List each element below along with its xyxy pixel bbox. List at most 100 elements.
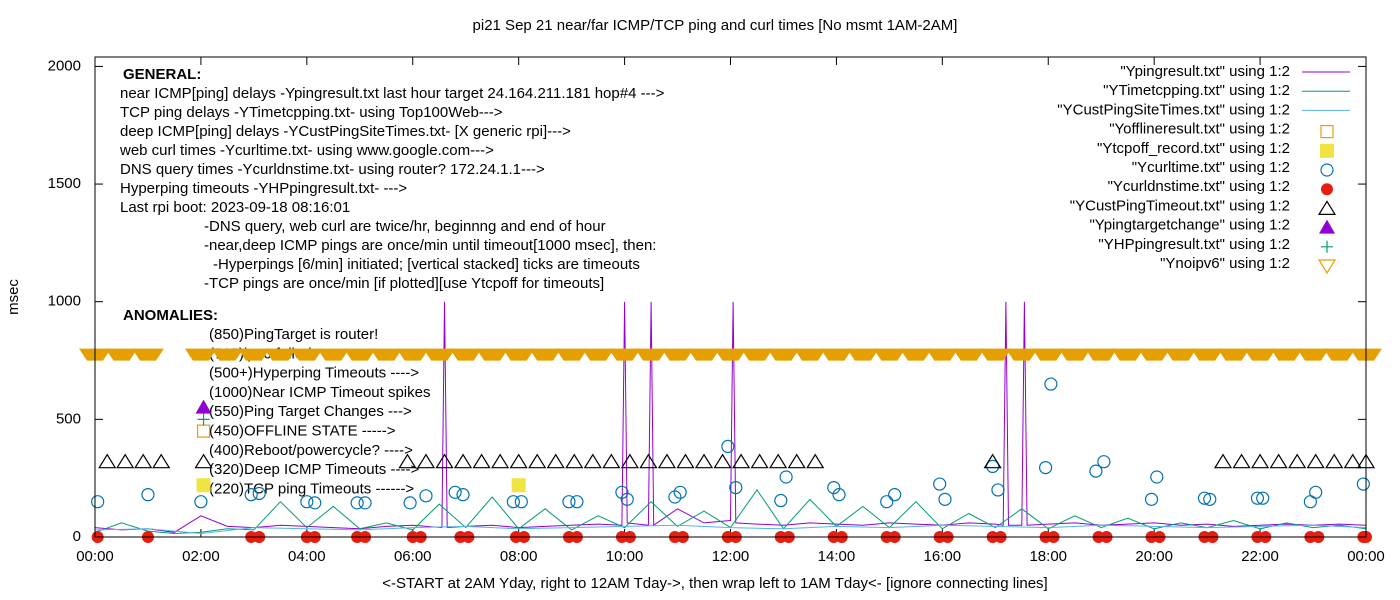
circle-marker xyxy=(620,492,634,506)
circle-marker xyxy=(1309,485,1323,499)
triangle-down-marker xyxy=(1005,348,1038,361)
general-note: near ICMP[ping] delays -Ypingresult.txt … xyxy=(120,85,665,102)
anomaly-note: (320)Deep ICMP Timeouts ----> xyxy=(209,461,419,478)
triangle-down-marker xyxy=(846,348,879,361)
circle-marker xyxy=(832,488,846,502)
x-tick-label: 00:00 xyxy=(1347,548,1385,565)
circle-marker xyxy=(562,495,576,509)
triangle-marker xyxy=(472,453,491,469)
general-note: web curl times -Ycurltime.txt- using www… xyxy=(119,142,494,159)
circle-marker xyxy=(933,477,947,491)
circle-marker xyxy=(779,470,793,484)
general-note: Hyperping timeouts -YHPpingresult.txt- -… xyxy=(120,180,407,197)
triangle-marker xyxy=(435,453,454,469)
triangle-down-marker xyxy=(1297,348,1330,361)
circle-marker xyxy=(403,496,417,510)
circle-marker xyxy=(1044,377,1058,391)
triangle-down-marker xyxy=(582,348,615,361)
triangle-down-marker xyxy=(449,348,482,361)
dot-marker xyxy=(1321,183,1333,196)
y-tick-label: 500 xyxy=(56,410,81,427)
triangle-marker xyxy=(98,453,117,469)
legend-label: "Ycurldnstime.txt" using 1:2 xyxy=(1108,178,1290,195)
circle-marker xyxy=(506,495,520,509)
y-tick-label: 0 xyxy=(73,528,81,545)
triangle-down-marker xyxy=(661,348,694,361)
triangle-marker xyxy=(528,453,547,469)
circle-marker xyxy=(1356,477,1370,491)
legend-label: "Ypingresult.txt" using 1:2 xyxy=(1120,63,1290,80)
legend-label: "YCustPingSiteTimes.txt" using 1:2 xyxy=(1057,101,1290,118)
circle-marker xyxy=(880,495,894,509)
triangle-marker xyxy=(491,453,510,469)
circle-marker xyxy=(244,488,258,502)
triangle-down-marker xyxy=(1058,348,1091,361)
triangle-marker xyxy=(194,453,213,469)
triangle-marker xyxy=(1232,453,1251,469)
triangle-marker xyxy=(657,453,677,469)
x-tick-label: 08:00 xyxy=(500,548,538,565)
triangle-marker xyxy=(398,453,417,469)
circle-marker xyxy=(141,488,155,502)
circle-marker xyxy=(1039,460,1053,475)
general-note: GENERAL: xyxy=(123,66,201,83)
general-note: -DNS query, web curl are twice/hr, begin… xyxy=(204,218,606,235)
x-tick-label: 16:00 xyxy=(924,548,962,565)
circle-marker xyxy=(570,495,584,509)
triangle-marker xyxy=(453,453,473,469)
triangle-marker xyxy=(639,453,658,469)
triangle-marker xyxy=(983,453,1002,469)
triangle-down-marker xyxy=(820,348,853,361)
circle-marker xyxy=(252,486,266,501)
triangle-down-marker xyxy=(767,348,800,361)
triangle-down-marker xyxy=(423,348,456,361)
triangle-down-marker xyxy=(740,348,773,361)
triangle-down-marker xyxy=(396,348,429,361)
triangle-down-marker xyxy=(264,348,297,361)
triangle-marker xyxy=(787,453,806,469)
triangle-marker xyxy=(1325,453,1344,469)
circle-marker xyxy=(419,489,433,503)
triangle-down-marker xyxy=(1032,348,1065,361)
legend-label: "Ycurltime.txt" using 1:2 xyxy=(1132,159,1290,176)
triangle-down-marker xyxy=(1323,348,1356,361)
triangle-down-marker xyxy=(1138,348,1171,361)
circle-marker xyxy=(991,483,1005,497)
circle-marker xyxy=(1089,464,1103,478)
circle-marker xyxy=(514,495,528,509)
general-note: deep ICMP[ping] delays -YCustPingSiteTim… xyxy=(120,123,571,140)
triangle-marker xyxy=(1306,453,1325,469)
triangle-down-marker xyxy=(1217,348,1250,361)
general-note: DNS query times -Ycurldnstime.txt- using… xyxy=(120,161,545,178)
legend-label: "Yofflineresult.txt" using 1:2 xyxy=(1109,121,1290,138)
x-tick-label: 06:00 xyxy=(394,548,432,565)
plus-marker xyxy=(1321,240,1333,253)
triangle-down-marker xyxy=(370,348,403,361)
circle-marker xyxy=(358,496,372,510)
legend-label: "Ypingtargetchange" using 1:2 xyxy=(1089,217,1290,234)
triangle-down-marker xyxy=(899,348,932,361)
circle-marker xyxy=(1203,492,1217,506)
triangle-down-marker xyxy=(1111,348,1144,361)
anomaly-note: (850)PingTarget is router! xyxy=(209,326,378,343)
triangle-down-marker xyxy=(979,348,1012,361)
circle-marker xyxy=(194,495,208,509)
triangle-marker xyxy=(769,453,788,469)
circle-marker xyxy=(774,493,788,508)
circle-marker xyxy=(448,485,462,499)
triangle-marker xyxy=(806,453,825,469)
triangle-marker xyxy=(732,453,751,469)
plus-marker xyxy=(197,413,210,426)
triangle-down-marker xyxy=(952,348,985,361)
triangle-marker xyxy=(509,453,528,469)
circle-marker xyxy=(729,480,743,495)
legend-label: "YTimetcpping.txt" using 1:2 xyxy=(1103,82,1290,99)
triangle-down-marker xyxy=(1085,348,1118,361)
circle-marker xyxy=(827,480,841,495)
triangle-marker xyxy=(676,453,695,469)
legend-label: "YCustPingTimeout.txt" using 1:2 xyxy=(1070,197,1290,214)
x-axis-label: <-START at 2AM Yday, right to 12AM Tday-… xyxy=(382,575,1047,592)
x-tick-label: 00:00 xyxy=(76,548,114,565)
circle-marker xyxy=(615,485,629,499)
